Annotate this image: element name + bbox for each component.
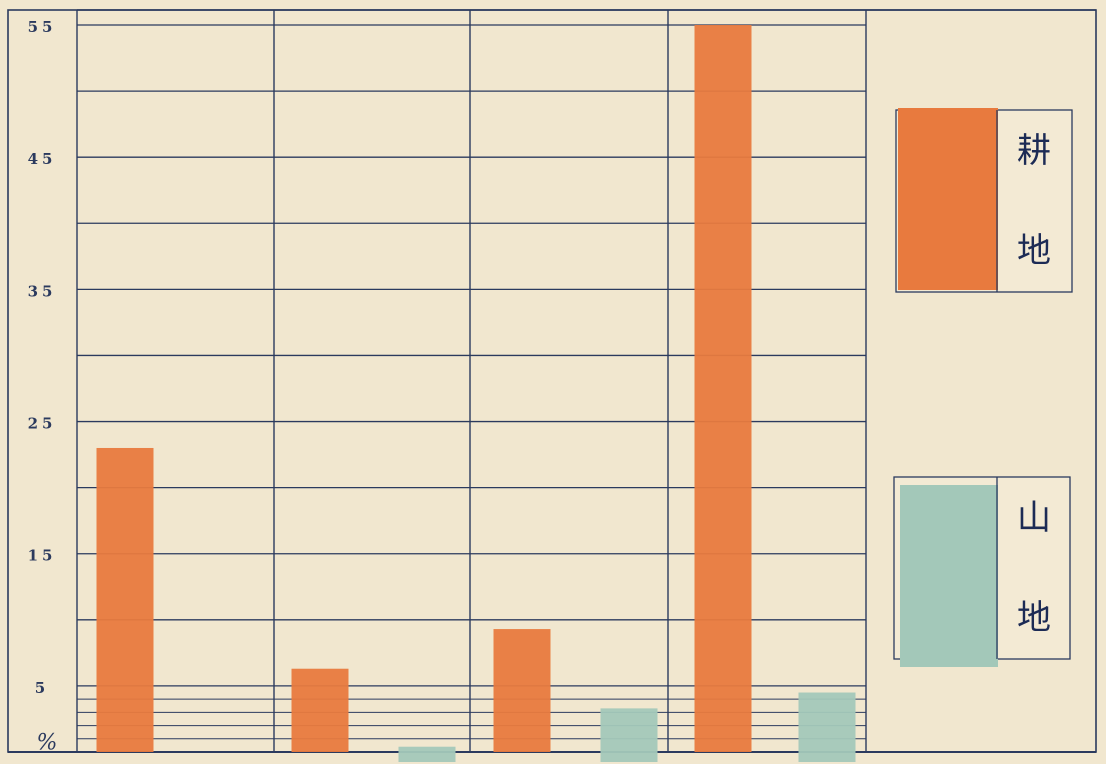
bar-series2 (398, 746, 456, 762)
bar-series1 (493, 629, 551, 752)
y-tick-label: 35 (28, 282, 57, 300)
y-tick-label: 55 (28, 18, 57, 36)
bar-series1 (96, 447, 154, 752)
legend-label-char: 耕 (1017, 131, 1051, 171)
y-tick-label: 25 (28, 415, 57, 433)
y-tick-label: 15 (28, 547, 57, 565)
legend-label-char: 山 (1017, 498, 1051, 538)
y-axis-ticks: 5 15 25 35 45 55% (28, 18, 58, 755)
bar-series1 (694, 25, 752, 752)
bar-series1 (291, 668, 349, 752)
legend-swatch (900, 485, 998, 667)
legend-label-char: 地 (1017, 231, 1051, 271)
bar-series2 (798, 692, 856, 762)
unit-label: % (37, 730, 58, 755)
bar-series2 (600, 708, 658, 762)
legend-swatch (898, 108, 998, 290)
y-tick-label: 5 (35, 679, 49, 697)
bars (96, 25, 856, 762)
legend-label-char: 地 (1017, 598, 1051, 638)
y-tick-label: 45 (28, 150, 57, 168)
